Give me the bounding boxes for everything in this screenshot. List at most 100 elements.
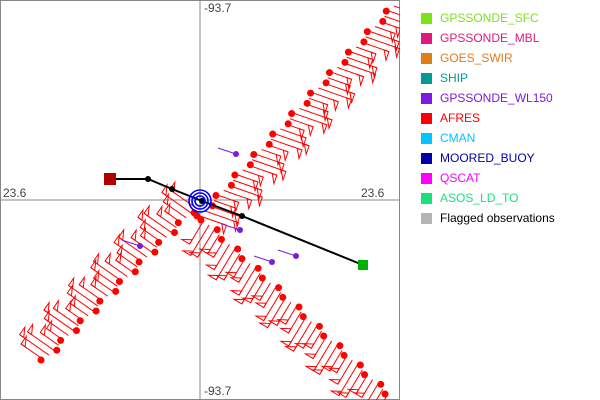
legend-label: GPSSONDE_SFC xyxy=(440,11,539,25)
afres-ob xyxy=(356,361,364,369)
legend-item[interactable]: GPSSONDE_SFC xyxy=(421,8,555,28)
storm-center-marker xyxy=(191,192,209,210)
wind-barb-flag xyxy=(371,65,378,79)
wind-barb-flag xyxy=(113,233,120,247)
wind-barb-flag xyxy=(115,250,122,264)
legend-item[interactable]: GOES_SWIR xyxy=(421,48,555,68)
afres-ob xyxy=(269,130,277,138)
afres-ob xyxy=(254,264,262,272)
wind-barb-flag xyxy=(395,26,400,40)
wind-barb-flag xyxy=(139,226,147,240)
legend-label: SHIP xyxy=(440,71,469,85)
wind-barb-flag xyxy=(117,227,125,241)
afres-ob xyxy=(279,293,287,301)
wind-barb xyxy=(113,241,143,263)
afres-ob xyxy=(212,192,220,200)
wind-barb-flag xyxy=(333,99,340,113)
legend-label: MOORED_BUOY xyxy=(440,151,535,165)
afres-ob xyxy=(135,258,143,266)
wind-barb-flag xyxy=(43,300,50,314)
wind-barb-flag xyxy=(352,392,366,399)
wind-barb xyxy=(68,285,99,307)
legend-swatch xyxy=(421,52,432,64)
wind-barb-flag xyxy=(246,197,253,211)
wind-barb-flag xyxy=(252,179,259,193)
afres-ob xyxy=(155,238,163,246)
wind-barb-flag xyxy=(307,124,314,138)
wind-barb-flag xyxy=(254,315,268,322)
axis-label-bottom: -93.7 xyxy=(204,384,232,398)
legend-item[interactable]: Flagged observations xyxy=(421,208,555,228)
axis-label-top: -93.7 xyxy=(204,1,232,15)
wind-barb xyxy=(365,36,400,50)
legend-item[interactable]: SHIP xyxy=(421,68,555,88)
wind-barb xyxy=(299,107,333,121)
wind-barb-flag xyxy=(293,342,307,349)
wind-barb xyxy=(319,345,338,375)
track-point xyxy=(199,198,205,204)
wind-barb-flag xyxy=(43,309,51,323)
legend-item[interactable]: GPSSONDE_MBL xyxy=(421,28,555,48)
afres-ob xyxy=(307,89,315,97)
wind-barb-flag xyxy=(256,187,263,201)
afres-ob xyxy=(115,278,123,286)
afres-ob xyxy=(53,346,61,354)
wind-barb-flag xyxy=(206,274,220,281)
afres-ob xyxy=(231,171,239,179)
gpssonde-ob xyxy=(293,253,299,259)
wind-barb xyxy=(204,210,239,224)
wind-barb xyxy=(215,248,236,281)
afres-ob xyxy=(131,268,139,276)
legend-swatch xyxy=(421,32,432,44)
sonde-barb xyxy=(121,239,141,247)
wind-barb-flag xyxy=(276,319,290,325)
storm-center-marker xyxy=(194,195,206,207)
wind-barb-flag xyxy=(257,322,271,329)
legend-item[interactable]: ASOS_LD_TO xyxy=(421,188,555,208)
wind-barb-flag xyxy=(358,74,365,88)
afres-ob xyxy=(246,161,254,169)
afres-ob xyxy=(379,17,387,25)
afres-ob xyxy=(299,313,307,321)
legend-item[interactable]: CMAN xyxy=(421,128,555,148)
legend-label: QSCAT xyxy=(440,171,481,185)
legend-label: GOES_SWIR xyxy=(440,51,513,65)
afres-ob xyxy=(57,336,65,344)
wind-barb xyxy=(384,15,400,23)
legend-swatch xyxy=(421,132,432,144)
track-point xyxy=(169,186,175,192)
wind-barb-flag xyxy=(214,274,228,281)
legend-item[interactable]: QSCAT xyxy=(421,168,555,188)
legend-item[interactable]: MOORED_BUOY xyxy=(421,148,555,168)
wind-barb-flag xyxy=(367,57,374,71)
legend-label: GPSSONDE_WL150 xyxy=(440,91,553,105)
wind-barb-flag xyxy=(204,264,218,271)
obs-plot[interactable] xyxy=(0,0,400,400)
wind-barb xyxy=(190,224,210,256)
wind-barb xyxy=(383,393,389,400)
afres-ob xyxy=(360,38,368,46)
sonde-barb xyxy=(217,147,237,155)
afres-ob xyxy=(217,235,225,243)
afres-ob xyxy=(265,140,273,148)
wind-barb xyxy=(137,216,167,238)
afres-ob xyxy=(234,245,242,253)
wind-barb-flag xyxy=(20,334,27,348)
wind-barb-flag xyxy=(336,392,350,399)
legend-item[interactable]: AFRES xyxy=(421,108,555,128)
legend-label: ASOS_LD_TO xyxy=(440,191,519,205)
wind-barb-flag xyxy=(304,365,318,372)
wind-barb xyxy=(288,316,307,347)
legend-swatch xyxy=(421,12,432,24)
legend-item[interactable]: GPSSONDE_WL150 xyxy=(421,88,555,108)
wind-barb-flag xyxy=(229,277,243,283)
afres-ob xyxy=(340,351,348,359)
afres-ob xyxy=(250,151,258,159)
afres-ob xyxy=(341,58,349,66)
wind-barb-flag xyxy=(383,49,390,63)
wind-barb-flag xyxy=(326,117,333,131)
wind-barb-flag xyxy=(116,243,123,257)
afres-ob xyxy=(170,229,178,237)
wind-barb-flag xyxy=(162,192,170,206)
afres-ob xyxy=(112,287,120,295)
